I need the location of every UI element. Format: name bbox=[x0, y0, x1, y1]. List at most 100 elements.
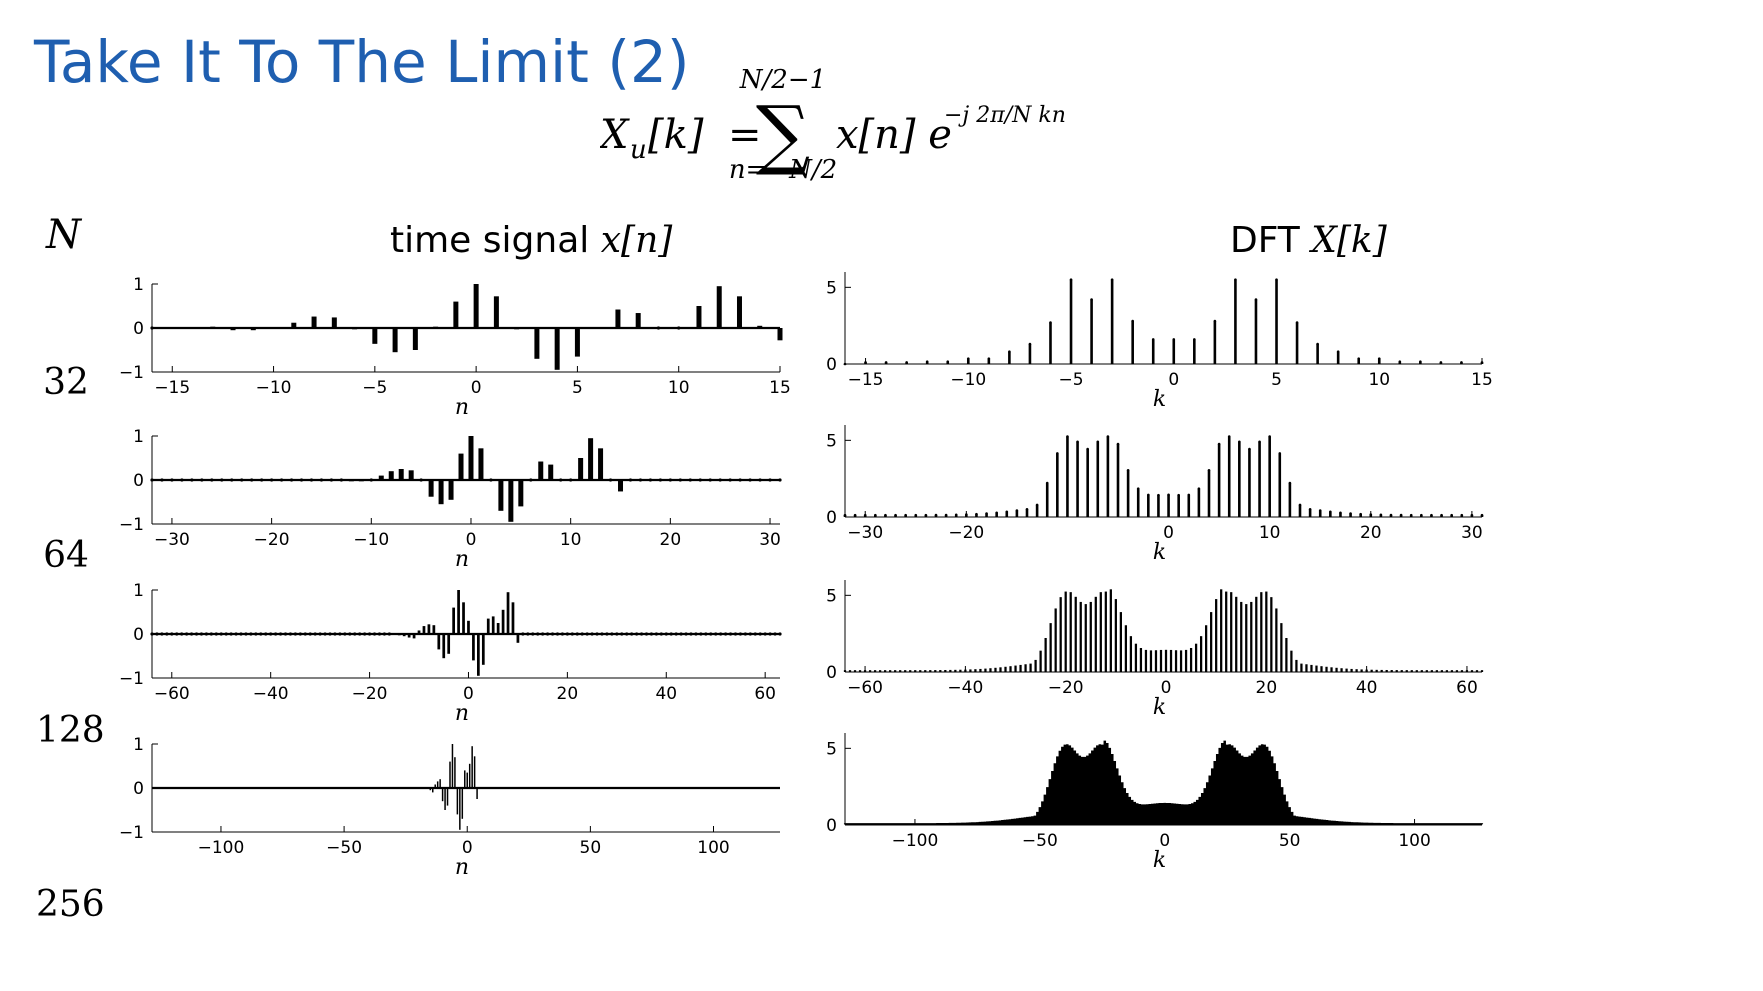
time-bar bbox=[777, 328, 783, 341]
time-dot bbox=[244, 632, 248, 636]
time-dot bbox=[743, 632, 747, 636]
plot-time-n64: −101−30 −20 −10 0 10 20 30n bbox=[119, 427, 782, 572]
time-dot bbox=[170, 632, 174, 636]
time-bar bbox=[271, 327, 277, 329]
time-dot bbox=[249, 632, 253, 636]
time-bar bbox=[378, 475, 384, 480]
time-dot bbox=[753, 632, 757, 636]
dft-bar bbox=[1227, 436, 1231, 517]
time-dot bbox=[605, 632, 609, 636]
dft-bar bbox=[863, 670, 867, 672]
dft-bar bbox=[1360, 669, 1363, 672]
time-dot bbox=[160, 478, 164, 482]
dft-bar bbox=[1205, 625, 1208, 672]
y-tick-label: 1 bbox=[133, 735, 144, 755]
dft-bar bbox=[1094, 596, 1097, 672]
dft-dot bbox=[1028, 342, 1032, 346]
time-dot bbox=[694, 632, 698, 636]
dft-bar bbox=[1465, 670, 1469, 672]
dft-bar bbox=[1164, 649, 1168, 672]
time-bar bbox=[352, 328, 358, 330]
dft-bar bbox=[1270, 597, 1273, 672]
dft-bar bbox=[1119, 612, 1122, 672]
dft-dot bbox=[1336, 350, 1340, 354]
time-bar bbox=[452, 607, 455, 634]
x-tick-label: −5 bbox=[1059, 370, 1084, 390]
dft-bar bbox=[1336, 351, 1340, 364]
dft-bar bbox=[1318, 510, 1322, 517]
dft-dot bbox=[904, 513, 907, 517]
dft-dot bbox=[1278, 452, 1282, 455]
dft-bar bbox=[1213, 321, 1217, 364]
x-tick-label: 40 bbox=[655, 684, 677, 704]
dft-dot bbox=[1008, 350, 1011, 354]
dft-bar bbox=[1069, 592, 1072, 672]
time-dot bbox=[358, 632, 362, 636]
dft-bar bbox=[979, 668, 982, 672]
dft-bar bbox=[919, 670, 922, 672]
time-dot bbox=[189, 632, 194, 636]
dft-bar bbox=[1159, 649, 1163, 672]
time-dot bbox=[699, 632, 703, 636]
dft-dot bbox=[874, 513, 877, 517]
time-bar bbox=[456, 788, 459, 815]
dft-bar bbox=[1390, 670, 1393, 672]
dft-bar bbox=[1147, 494, 1150, 517]
time-dot bbox=[199, 632, 204, 636]
x-tick-label: 50 bbox=[580, 838, 602, 858]
dft-dot bbox=[1430, 513, 1433, 517]
time-dot bbox=[615, 632, 619, 636]
time-dot bbox=[679, 632, 683, 636]
dft-bar bbox=[873, 670, 877, 672]
dft-bar bbox=[1134, 643, 1138, 672]
dft-bar bbox=[1316, 344, 1319, 364]
x-axis-label: k bbox=[1153, 540, 1166, 565]
formula-exponent: −j 2π/N kn bbox=[944, 103, 1066, 128]
time-dot bbox=[758, 478, 762, 482]
dft-bar bbox=[1345, 668, 1348, 672]
dft-dot bbox=[1480, 361, 1484, 364]
time-dot bbox=[313, 632, 317, 636]
x-tick-label: 5 bbox=[572, 378, 583, 398]
dft-dot bbox=[1440, 513, 1443, 517]
dft-dot bbox=[1167, 493, 1170, 497]
time-dot bbox=[698, 478, 702, 482]
dft-bar bbox=[1126, 470, 1130, 517]
dft-dot bbox=[995, 511, 998, 515]
time-bar bbox=[618, 480, 624, 492]
dft-bar bbox=[1275, 279, 1278, 364]
y-tick-label: 1 bbox=[133, 275, 144, 295]
time-dot bbox=[377, 632, 382, 636]
time-bar bbox=[464, 770, 466, 788]
dft-bar bbox=[1099, 592, 1102, 672]
time-dot bbox=[175, 632, 179, 636]
dft-bar bbox=[1114, 599, 1117, 672]
time-dot bbox=[185, 632, 189, 636]
dft-bar bbox=[1265, 591, 1268, 672]
time-dot bbox=[303, 632, 307, 636]
dft-bar bbox=[1385, 669, 1388, 672]
time-bar bbox=[331, 317, 337, 328]
dft-dot bbox=[1106, 435, 1110, 438]
time-bar bbox=[442, 634, 446, 659]
dft-dot bbox=[1234, 278, 1237, 281]
row-label-256: 256 bbox=[36, 884, 105, 925]
dft-bar bbox=[853, 670, 857, 672]
time-bar bbox=[468, 436, 474, 480]
dft-dot bbox=[1049, 321, 1052, 324]
time-dot bbox=[668, 478, 672, 482]
dft-bar bbox=[878, 670, 882, 672]
dft-dot bbox=[1005, 510, 1009, 514]
dft-bar bbox=[924, 670, 927, 672]
dft-dot bbox=[1025, 507, 1029, 511]
dft-dot bbox=[1217, 442, 1221, 446]
dft-dot bbox=[1357, 357, 1361, 360]
dft-bar bbox=[1258, 441, 1261, 517]
dft-bar bbox=[1034, 659, 1037, 672]
plot-dft-n256: 0 5 −100 −50 0 50 100 k bbox=[826, 733, 1484, 873]
dft-bar bbox=[984, 668, 987, 672]
time-dot bbox=[669, 632, 673, 636]
x-tick-label: −15 bbox=[154, 378, 190, 398]
y-tick-label: −1 bbox=[119, 823, 144, 843]
time-bar bbox=[230, 328, 236, 331]
